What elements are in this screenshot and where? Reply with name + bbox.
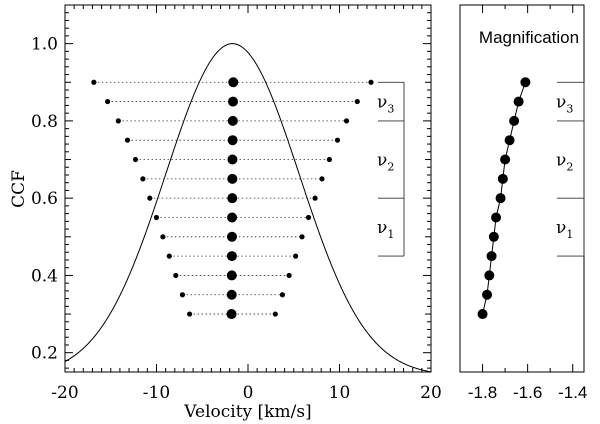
ccf-right-point xyxy=(293,253,299,259)
ccf-right-point xyxy=(334,137,341,143)
ccf-right-point xyxy=(299,234,305,240)
ccf-left-point xyxy=(186,311,193,317)
magnification-bisector-line xyxy=(482,82,526,315)
ccf-left-point xyxy=(91,79,97,85)
magnified-bisector-point xyxy=(477,309,488,320)
bisector-point xyxy=(227,135,238,146)
nu-1-label: ν1 xyxy=(377,218,394,241)
ccf-right-point xyxy=(354,98,360,105)
bisector-point xyxy=(227,193,238,204)
ccf-right-point xyxy=(305,214,312,221)
main-panel: -20 -10 0 10 20 0.2 0.4 0.6 0.8 1.0 ν3 ν2 ν1 Veloc… xyxy=(9,4,442,422)
magnification-title: Magnification xyxy=(479,28,579,47)
main-plot-frame xyxy=(64,4,432,373)
ccf-left-point xyxy=(105,98,111,105)
ccf-right-point xyxy=(368,79,374,85)
ccf-right-point xyxy=(319,176,325,182)
mag-x-tick-label: -1.6 xyxy=(513,383,542,402)
nu-3-label: ν3 xyxy=(556,93,573,116)
bisector-point xyxy=(226,231,237,242)
ccf-right-point xyxy=(326,156,332,163)
ccf-left-point xyxy=(115,118,121,124)
bisector-point xyxy=(227,96,238,107)
y-tick-label: 0.8 xyxy=(31,112,58,132)
ccf-left-point xyxy=(153,214,160,221)
y-axis-label: CCF xyxy=(9,170,29,208)
ccf-left-point xyxy=(166,253,172,259)
ccf-left-point xyxy=(124,137,131,143)
ccf-right-point xyxy=(279,292,286,298)
ccf-left-point xyxy=(147,195,153,201)
y-tick-label: 0.6 xyxy=(31,189,58,209)
x-tick-label: -20 xyxy=(51,383,78,403)
ccf-left-point xyxy=(160,234,166,240)
bisector-point xyxy=(227,154,238,165)
ccf-right-point xyxy=(286,272,292,279)
bisector-point xyxy=(226,289,237,300)
ccf-right-point xyxy=(343,118,350,124)
bisector-point xyxy=(226,309,237,320)
bisector-point xyxy=(226,251,237,262)
ccf-left-point xyxy=(132,156,139,163)
ccf-left-point xyxy=(140,176,146,182)
bisector-point xyxy=(226,270,237,281)
nu-1-label: ν1 xyxy=(556,218,573,241)
bisector-point xyxy=(227,173,238,184)
y-tick-label: 1.0 xyxy=(31,35,58,55)
ccf-left-point xyxy=(173,272,179,279)
y-tick-label: 0.2 xyxy=(31,344,58,364)
ccf-curve xyxy=(64,43,432,373)
mag-x-tick-label: -1.8 xyxy=(468,383,497,402)
mag-x-tick-label: -1.4 xyxy=(558,383,587,402)
x-tick-label: 20 xyxy=(420,383,442,403)
nu-2-label: ν2 xyxy=(556,151,573,174)
bisector-point xyxy=(227,115,238,126)
bisector-point xyxy=(227,212,238,223)
ccf-left-point xyxy=(179,292,186,298)
ccf-right-point xyxy=(272,311,278,317)
x-axis-label: Velocity [km/s] xyxy=(183,402,311,422)
magnification-panel: Magnification -1.8 -1.6 -1.4 ν3 ν2 ν1 xyxy=(459,4,587,402)
x-tick-label: 10 xyxy=(329,383,351,403)
nu-3-label: ν3 xyxy=(377,93,394,116)
ccf-right-point xyxy=(312,195,318,201)
bisector-point xyxy=(228,77,239,88)
nu-2-label: ν2 xyxy=(377,151,394,174)
y-tick-label: 0.4 xyxy=(31,266,58,286)
x-tick-label: -10 xyxy=(143,383,170,403)
x-tick-label: 0 xyxy=(243,383,254,403)
